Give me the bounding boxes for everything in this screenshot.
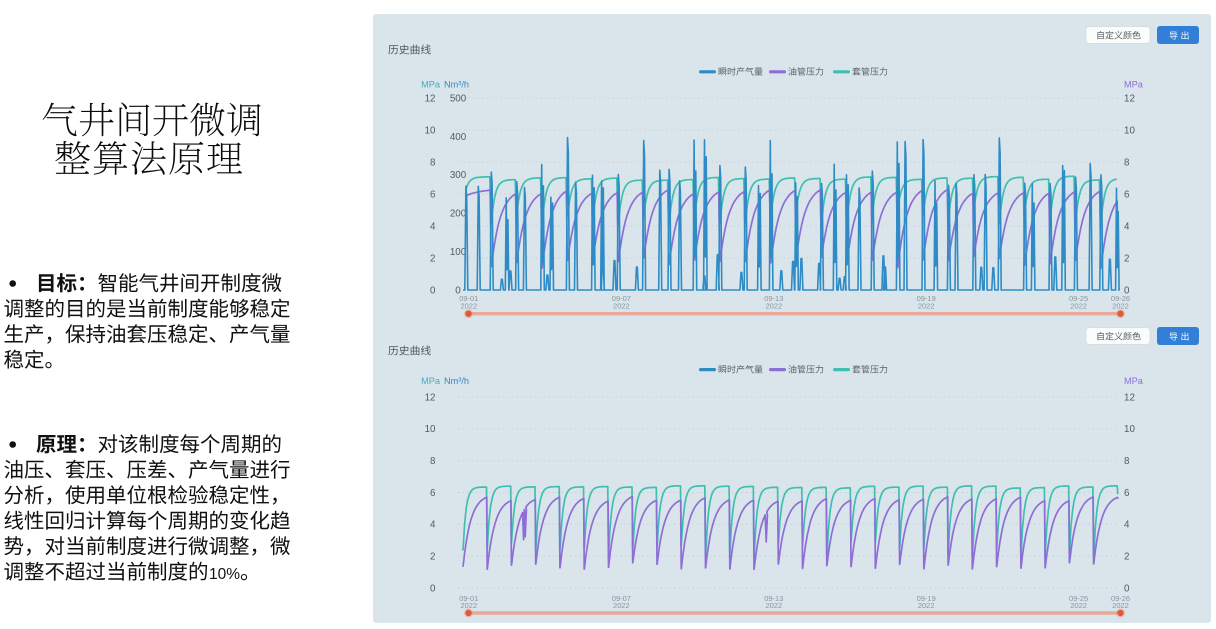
svg-text:2: 2 [430,552,435,563]
svg-text:MPa: MPa [421,79,441,89]
svg-text:Nm³/h: Nm³/h [444,376,469,386]
svg-text:2: 2 [430,253,435,264]
svg-text:6: 6 [430,488,436,499]
svg-text:2022: 2022 [460,301,477,310]
svg-text:2022: 2022 [765,301,782,310]
svg-text:10: 10 [425,125,436,136]
svg-text:12: 12 [1124,93,1135,104]
svg-text:2: 2 [1124,552,1129,563]
svg-text:2022: 2022 [1112,601,1129,610]
svg-text:10%: 10% [209,566,240,583]
svg-text:4: 4 [430,520,436,531]
svg-text:8: 8 [1124,157,1130,168]
svg-text:Nm³/h: Nm³/h [444,79,469,89]
svg-text:400: 400 [450,132,467,143]
svg-text:0: 0 [430,285,436,296]
svg-text:MPa: MPa [421,376,441,386]
svg-text:2022: 2022 [918,301,935,310]
svg-text:6: 6 [430,189,436,200]
svg-text:8: 8 [1124,456,1130,467]
svg-text:10: 10 [425,424,436,435]
svg-text:0: 0 [430,583,436,594]
svg-text:12: 12 [1124,392,1135,403]
svg-text:2022: 2022 [1070,301,1087,310]
svg-text:12: 12 [425,93,436,104]
svg-text:6: 6 [1124,488,1130,499]
svg-text:09-13: 09-13 [764,594,783,603]
svg-text:09-07: 09-07 [612,294,631,303]
svg-text:2022: 2022 [765,601,782,610]
svg-text:2: 2 [1124,253,1129,264]
svg-text:09-25: 09-25 [1069,594,1088,603]
svg-text:0: 0 [455,285,461,296]
svg-text:0: 0 [1124,583,1130,594]
svg-text:MPa: MPa [1124,376,1144,386]
svg-text:2022: 2022 [1112,301,1129,310]
svg-text:12: 12 [425,392,436,403]
svg-text:8: 8 [430,157,436,168]
svg-text:2022: 2022 [918,601,935,610]
svg-text:09-13: 09-13 [764,294,783,303]
svg-text:2022: 2022 [1070,601,1087,610]
svg-text:09-19: 09-19 [917,294,936,303]
svg-text:09-19: 09-19 [917,594,936,603]
svg-text:100: 100 [450,247,467,258]
svg-text:2022: 2022 [460,601,477,610]
svg-text:300: 300 [450,170,467,181]
svg-text:09-25: 09-25 [1069,294,1088,303]
svg-text:09-01: 09-01 [459,594,478,603]
svg-text:09-07: 09-07 [612,594,631,603]
svg-text:10: 10 [1124,424,1135,435]
svg-text:4: 4 [1124,221,1130,232]
svg-text:4: 4 [1124,520,1130,531]
svg-text:2022: 2022 [613,301,630,310]
svg-text:MPa: MPa [1124,79,1144,89]
svg-text:6: 6 [1124,189,1130,200]
svg-text:09-26: 09-26 [1111,294,1130,303]
svg-text:0: 0 [1124,285,1130,296]
svg-text:2022: 2022 [613,601,630,610]
svg-text:8: 8 [430,456,436,467]
svg-text:4: 4 [430,221,436,232]
svg-text:09-26: 09-26 [1111,594,1130,603]
svg-text:10: 10 [1124,125,1135,136]
svg-text:500: 500 [450,93,467,104]
svg-text:200: 200 [450,209,467,220]
svg-text:09-01: 09-01 [459,294,478,303]
